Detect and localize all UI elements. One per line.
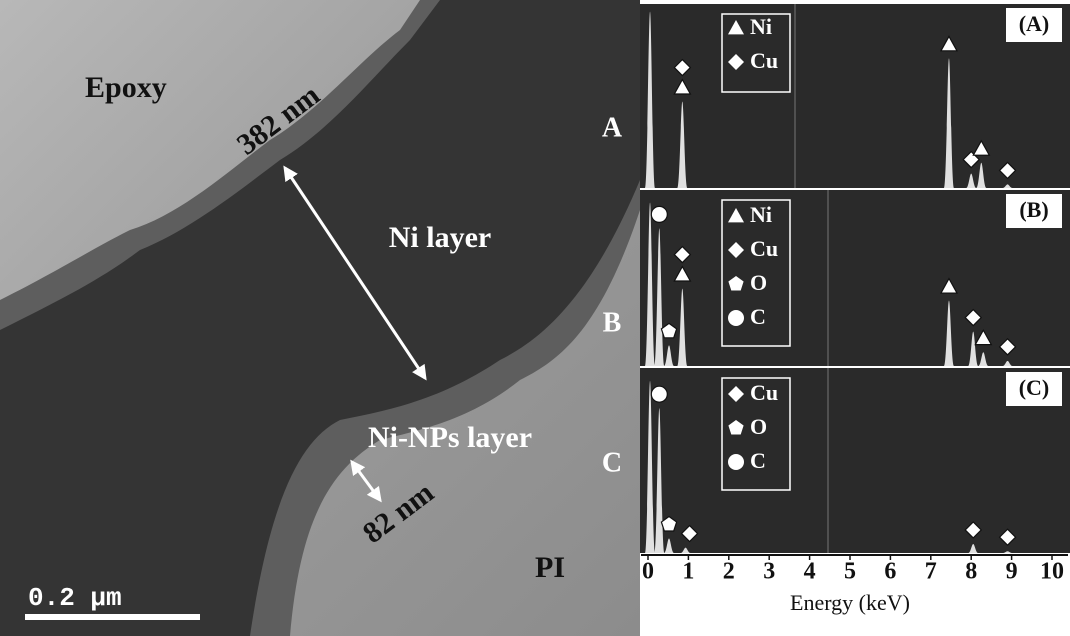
- panel-tag: (A): [1019, 11, 1050, 36]
- legend-label: C: [750, 304, 766, 329]
- x-tick-label: 8: [965, 559, 977, 585]
- spectrum-panel: [640, 368, 1070, 553]
- legend-label: O: [750, 414, 767, 439]
- x-tick-label: 10: [1040, 559, 1064, 585]
- x-tick-label: 5: [844, 559, 856, 585]
- legend-label: Ni: [750, 14, 772, 39]
- label-pi: PI: [535, 551, 565, 584]
- x-axis-label: Energy (keV): [790, 590, 910, 615]
- sample-label: C: [602, 447, 622, 478]
- label-ni-layer: Ni layer: [389, 221, 491, 254]
- sample-label: A: [602, 112, 623, 143]
- label-epoxy: Epoxy: [85, 71, 167, 104]
- x-tick-label: 2: [723, 559, 735, 585]
- legend-label: O: [750, 270, 767, 295]
- x-tick-label: 1: [682, 559, 694, 585]
- legend-label: Cu: [750, 236, 778, 261]
- legend-symbol: [728, 310, 744, 326]
- legend-label: Ni: [750, 202, 772, 227]
- x-tick-label: 9: [1006, 559, 1018, 585]
- legend-label: Cu: [750, 48, 778, 73]
- x-tick-label: 3: [763, 559, 775, 585]
- legend-label: C: [750, 448, 766, 473]
- panel-tag: (C): [1019, 375, 1050, 400]
- x-tick-label: 4: [804, 559, 816, 585]
- x-tick-label: 6: [884, 559, 896, 585]
- peak-marker: [651, 206, 667, 222]
- x-tick-label: 7: [925, 559, 937, 585]
- legend-symbol: [728, 454, 744, 470]
- spectrum-panel: [640, 190, 1070, 366]
- x-tick-label: 0: [642, 559, 654, 585]
- spectrum-panel: [640, 4, 1070, 188]
- scale-bar-label: 0.2 μm: [28, 583, 122, 613]
- legend-label: Cu: [750, 380, 778, 405]
- label-np-layer: Ni-NPs layer: [368, 421, 532, 454]
- panel-tag: (B): [1019, 197, 1048, 222]
- sample-label: B: [603, 307, 622, 338]
- figure: Epoxy 382 nm Ni layer Ni-NPs layer 82 nm…: [0, 0, 1070, 636]
- peak-marker: [651, 386, 667, 402]
